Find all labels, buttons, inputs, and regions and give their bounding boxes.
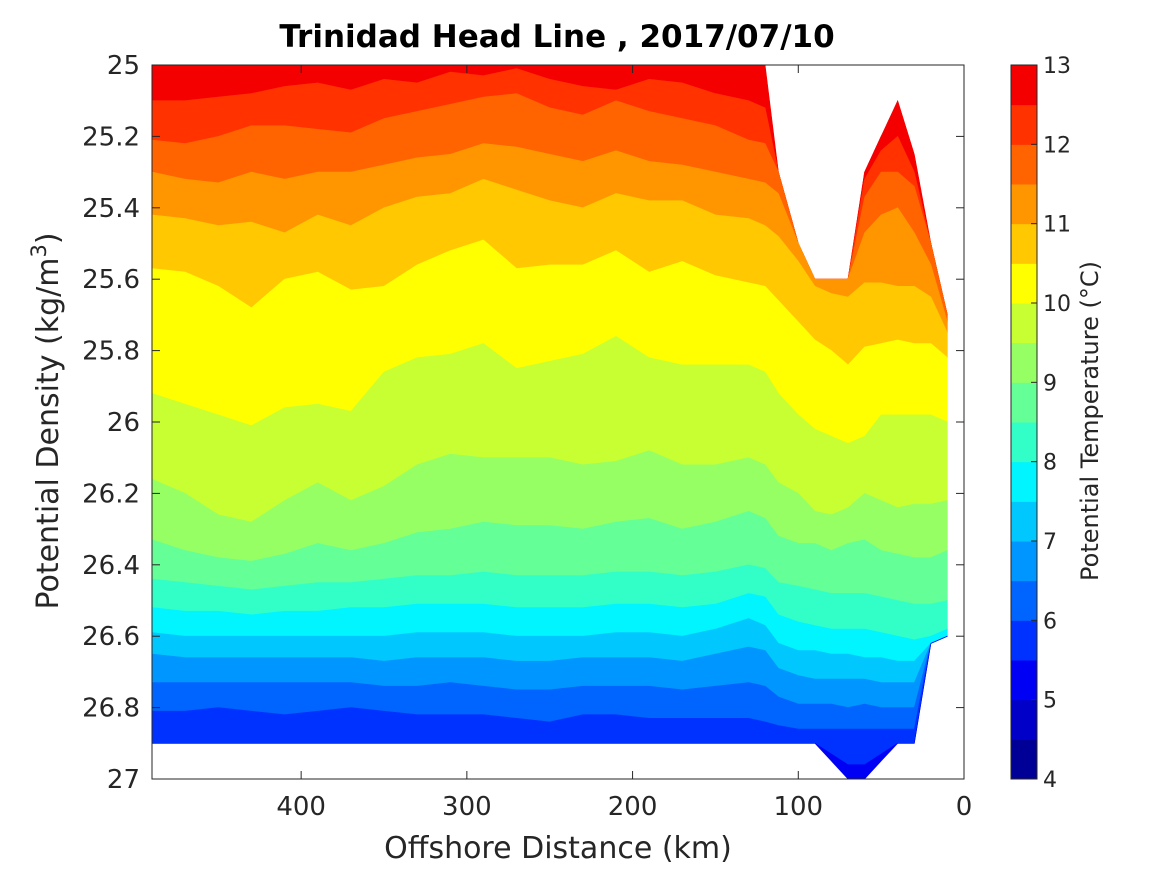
x-axis-label: Offshore Distance (km) bbox=[384, 831, 732, 866]
x-tick-label: 100 bbox=[773, 792, 823, 822]
y-tick-label: 25.4 bbox=[82, 194, 140, 224]
colorbar-segment bbox=[1011, 541, 1037, 582]
colorbar-tick-label: 6 bbox=[1043, 609, 1057, 634]
temperature-band bbox=[152, 635, 948, 779]
y-tick-label: 25.6 bbox=[82, 265, 140, 295]
colorbar-tick-label: 7 bbox=[1043, 530, 1057, 555]
colorbar-segment bbox=[1011, 739, 1037, 780]
y-axis-label: Potential Density (kg/m3) bbox=[27, 232, 66, 609]
temperature-bands bbox=[152, 65, 948, 779]
chart-title: Trinidad Head Line , 2017/07/10 bbox=[279, 19, 834, 55]
y-tick-label: 26.8 bbox=[82, 694, 140, 724]
colorbar-segment bbox=[1011, 104, 1037, 145]
colorbar-segment bbox=[1011, 699, 1037, 740]
y-axis-label-main: Potential Density (kg/m bbox=[31, 258, 66, 610]
y-axis-label-close: ) bbox=[31, 232, 66, 244]
colorbar-segment bbox=[1011, 144, 1037, 185]
colorbar-segment bbox=[1011, 303, 1037, 344]
colorbar-frame bbox=[1010, 64, 1038, 780]
y-tick-label: 25.2 bbox=[82, 122, 140, 152]
y-axis: 25 25.2 25.4 25.6 25.8 26 26.2 26.4 26.6 26.8 27 bbox=[82, 51, 964, 795]
y-tick-label: 25.8 bbox=[82, 337, 140, 367]
colorbar-segment bbox=[1011, 342, 1037, 383]
colorbar-tick-label: 11 bbox=[1043, 213, 1071, 238]
y-tick-label: 26 bbox=[107, 408, 140, 438]
colorbar-tick-label: 13 bbox=[1043, 54, 1071, 79]
y-axis-label-superscript: 3 bbox=[27, 244, 51, 257]
x-tick-label: 0 bbox=[956, 792, 973, 822]
colorbar-segment bbox=[1011, 660, 1037, 701]
y-tick-label: 27 bbox=[107, 765, 140, 795]
colorbar-segment bbox=[1011, 620, 1037, 661]
colorbar-segment bbox=[1011, 580, 1037, 621]
colorbar-tick-label: 4 bbox=[1043, 768, 1057, 793]
colorbar-segment bbox=[1011, 422, 1037, 463]
x-tick-label: 300 bbox=[442, 792, 492, 822]
colorbar-label: Potential Temperature (°C) bbox=[1076, 261, 1104, 581]
y-tick-label: 26.6 bbox=[82, 622, 140, 652]
colorbar-tick-label: 8 bbox=[1043, 451, 1057, 476]
colorbar: 4 5 6 7 8 9 10 11 12 13 bbox=[1010, 54, 1071, 793]
colorbar-tick-label: 12 bbox=[1043, 133, 1071, 158]
y-tick-label: 25 bbox=[107, 51, 140, 81]
colorbar-segment bbox=[1011, 184, 1037, 225]
y-tick-label: 26.2 bbox=[82, 479, 140, 509]
colorbar-segment bbox=[1011, 65, 1037, 106]
colorbar-tick-label: 5 bbox=[1043, 689, 1057, 714]
colorbar-segment bbox=[1011, 501, 1037, 542]
colorbar-segment bbox=[1011, 461, 1037, 502]
colorbar-tick-label: 10 bbox=[1043, 292, 1071, 317]
colorbar-tick-label: 9 bbox=[1043, 371, 1057, 396]
x-tick-label: 200 bbox=[608, 792, 658, 822]
colorbar-segment bbox=[1011, 263, 1037, 304]
colorbar-segment bbox=[1011, 223, 1037, 264]
colorbar-segment bbox=[1011, 382, 1037, 423]
x-axis: 400 300 200 100 0 bbox=[276, 65, 972, 822]
y-tick-label: 26.4 bbox=[82, 551, 140, 581]
x-tick-label: 400 bbox=[276, 792, 326, 822]
